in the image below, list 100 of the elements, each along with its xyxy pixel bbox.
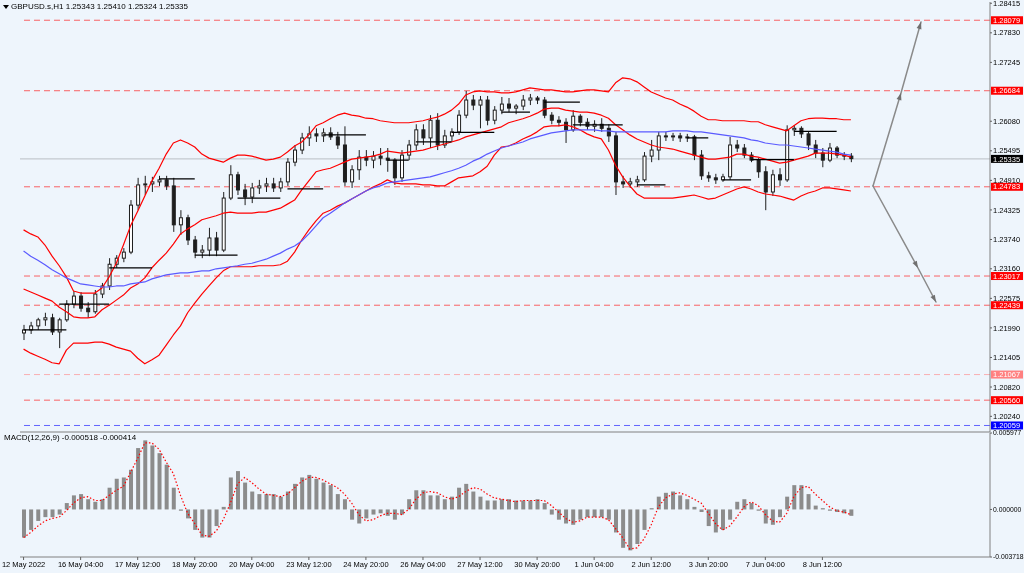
candlestick bbox=[485, 95, 490, 126]
candlestick bbox=[392, 157, 397, 186]
bar bbox=[728, 509, 733, 520]
bar bbox=[663, 492, 668, 510]
bar bbox=[293, 483, 298, 510]
bar bbox=[635, 509, 640, 544]
bar bbox=[799, 485, 804, 510]
candlestick bbox=[699, 149, 704, 181]
bar bbox=[214, 509, 219, 527]
bar bbox=[86, 499, 91, 510]
candlestick bbox=[400, 149, 405, 183]
candlestick bbox=[492, 105, 497, 125]
candlestick bbox=[214, 231, 219, 257]
candlestick bbox=[79, 291, 84, 313]
bar bbox=[435, 495, 440, 510]
bar bbox=[571, 509, 576, 525]
candlestick bbox=[178, 209, 183, 236]
chart-title: GBPUSD.s,H1 1.25343 1.25410 1.25324 1.25335 bbox=[11, 2, 189, 12]
candlestick bbox=[692, 134, 697, 161]
bar bbox=[428, 495, 433, 510]
bar bbox=[107, 487, 112, 510]
bar bbox=[585, 509, 590, 518]
bar bbox=[806, 494, 811, 510]
bar bbox=[335, 494, 340, 510]
bar bbox=[592, 509, 597, 518]
bar bbox=[285, 491, 290, 510]
candlestick bbox=[22, 324, 26, 341]
bar bbox=[613, 509, 618, 533]
bar bbox=[143, 440, 148, 510]
candlestick bbox=[350, 164, 355, 189]
candlestick bbox=[285, 157, 290, 187]
bar bbox=[628, 509, 633, 551]
candlestick bbox=[778, 167, 783, 187]
candlestick bbox=[421, 123, 426, 146]
bar bbox=[642, 509, 647, 530]
candlestick bbox=[464, 90, 469, 119]
candlestick bbox=[649, 139, 654, 163]
bar bbox=[50, 509, 55, 518]
bar bbox=[542, 503, 547, 510]
bar bbox=[492, 500, 497, 510]
bar bbox=[22, 509, 26, 538]
bar bbox=[100, 499, 105, 510]
bar bbox=[328, 485, 333, 510]
bar bbox=[621, 509, 626, 548]
bar bbox=[421, 490, 426, 510]
bar bbox=[321, 482, 326, 510]
bar bbox=[278, 496, 283, 510]
bar bbox=[342, 499, 347, 510]
bar bbox=[93, 501, 98, 510]
bar bbox=[699, 509, 704, 512]
bar bbox=[271, 494, 276, 510]
bar bbox=[264, 494, 269, 510]
bar bbox=[79, 494, 84, 510]
bar bbox=[713, 509, 718, 533]
bar bbox=[243, 482, 248, 510]
candlestick bbox=[499, 96, 504, 115]
candlestick bbox=[250, 182, 255, 204]
candlestick bbox=[663, 131, 668, 142]
bar bbox=[43, 509, 48, 518]
bar bbox=[300, 477, 305, 510]
bar bbox=[485, 500, 490, 510]
bar bbox=[785, 496, 790, 510]
bar bbox=[535, 499, 540, 510]
bar bbox=[314, 478, 319, 510]
bar bbox=[720, 509, 725, 530]
candlestick bbox=[642, 151, 647, 183]
bar bbox=[150, 445, 155, 510]
bar bbox=[457, 487, 462, 510]
bar bbox=[307, 474, 312, 510]
bar bbox=[29, 509, 34, 530]
candlestick bbox=[507, 97, 511, 113]
bar bbox=[235, 471, 240, 510]
bar bbox=[64, 503, 69, 510]
bar bbox=[763, 509, 768, 524]
candlestick bbox=[656, 131, 661, 161]
candlestick bbox=[556, 115, 561, 127]
candlestick bbox=[514, 103, 519, 115]
bar bbox=[57, 509, 62, 515]
bar bbox=[507, 499, 511, 510]
bar bbox=[164, 464, 169, 510]
candlestick bbox=[193, 235, 198, 259]
candlestick bbox=[357, 149, 362, 181]
bar bbox=[749, 503, 754, 510]
bar bbox=[514, 500, 519, 510]
bar bbox=[606, 509, 611, 520]
bar bbox=[407, 499, 412, 510]
candlestick bbox=[235, 171, 240, 196]
bar bbox=[364, 509, 369, 519]
candlestick bbox=[414, 123, 419, 151]
bar bbox=[599, 509, 604, 518]
candlestick bbox=[449, 127, 454, 143]
bar bbox=[521, 500, 526, 510]
candlestick bbox=[385, 147, 390, 173]
candlestick bbox=[428, 114, 433, 149]
candlestick bbox=[186, 214, 191, 246]
bar bbox=[71, 495, 76, 510]
candlestick bbox=[57, 317, 62, 349]
bar bbox=[549, 509, 554, 515]
candlestick bbox=[671, 132, 676, 142]
candlestick bbox=[756, 157, 761, 179]
